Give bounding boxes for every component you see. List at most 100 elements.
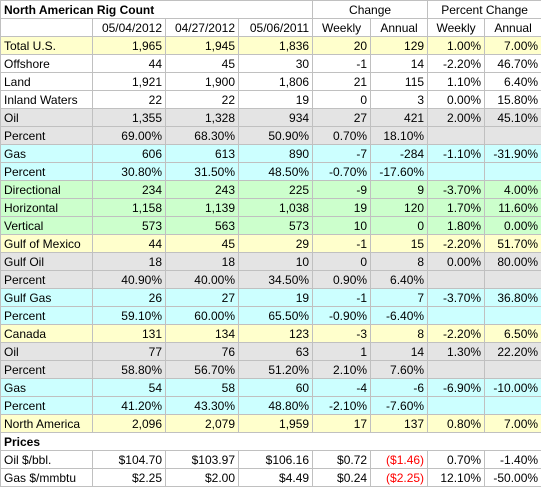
value-cell: -3.70% [427, 180, 486, 199]
value-cell: 77 [92, 342, 166, 361]
row-label: Land [0, 72, 93, 91]
row-label: Canada [0, 324, 93, 343]
value-cell [427, 306, 486, 325]
value-cell: 46.70% [484, 54, 541, 73]
value-cell: 30 [237, 54, 314, 73]
value-cell: 573 [92, 216, 166, 235]
value-cell [484, 306, 541, 325]
value-cell: 234 [92, 180, 166, 199]
value-cell: -2.10% [312, 396, 372, 415]
group-header: Change [312, 0, 429, 19]
value-cell: 1.70% [427, 198, 486, 217]
data-row: Gas $/mmbtu $2.25 $2.00 $4.49 $0.24 ($2.25) 12… [0, 468, 541, 487]
row-label: Percent [0, 162, 93, 181]
value-cell: -9 [312, 180, 372, 199]
value-cell: 1.80% [427, 216, 486, 235]
value-cell: 63 [237, 342, 314, 361]
row-label: Gulf Gas [0, 288, 93, 307]
value-cell: 2.10% [312, 360, 372, 379]
data-row: Gulf Gas 26 27 19 -1 7 -3.70% 36.80% [0, 288, 541, 307]
value-cell: 65.50% [237, 306, 314, 325]
value-cell: 19 [312, 198, 372, 217]
row-label: North America [0, 414, 93, 433]
value-cell: -3 [312, 324, 372, 343]
value-cell: 76 [165, 342, 239, 361]
value-cell: 10 [237, 252, 314, 271]
value-cell: 22 [165, 90, 239, 109]
value-cell: 45 [165, 234, 239, 253]
value-cell: 137 [370, 414, 429, 433]
data-row: Horizontal 1,158 1,139 1,038 19 120 1.70% 11.60… [0, 198, 541, 217]
header-row: North American Rig Count Change Percent Ch… [0, 0, 541, 19]
value-cell: 10 [312, 216, 372, 235]
row-label: Oil [0, 342, 93, 361]
value-cell: -10.00% [484, 378, 541, 397]
value-cell: 80.00% [484, 252, 541, 271]
value-cell: 243 [165, 180, 239, 199]
value-cell: 27 [312, 108, 372, 127]
value-cell: -1 [312, 288, 372, 307]
row-label: Percent [0, 360, 93, 379]
value-cell: 30.80% [92, 162, 166, 181]
value-cell [484, 126, 541, 145]
value-cell: 48.80% [237, 396, 314, 415]
value-cell: 2,096 [92, 414, 166, 433]
data-row: Canada 131 134 123 -3 8 -2.20% 6.50% [0, 324, 541, 343]
row-label: Horizontal [0, 198, 93, 217]
value-cell: -1.40% [484, 450, 541, 469]
value-cell: -1 [312, 54, 372, 73]
value-cell: -2.20% [427, 234, 486, 253]
column-header-row: 05/04/2012 04/27/2012 05/06/2011 Weekly Annu… [0, 18, 541, 37]
value-cell: -17.60% [370, 162, 429, 181]
data-row: Percent 30.80% 31.50% 48.50% -0.70% -17.60% [0, 162, 541, 181]
table-title: North American Rig Count [0, 0, 314, 19]
value-cell: 934 [237, 108, 314, 127]
value-cell: 69.00% [92, 126, 166, 145]
data-row: Inland Waters 22 22 19 0 3 0.00% 15.80% [0, 90, 541, 109]
value-cell: 129 [370, 36, 429, 55]
value-cell: 1,806 [237, 72, 314, 91]
data-row: Oil 77 76 63 1 14 1.30% 22.20% [0, 342, 541, 361]
value-cell: 29 [237, 234, 314, 253]
value-cell: $2.25 [92, 468, 166, 487]
value-cell: 34.50% [237, 270, 314, 289]
value-cell: 40.00% [165, 270, 239, 289]
value-cell: 1.00% [427, 36, 486, 55]
value-cell: 1,836 [237, 36, 314, 55]
row-label: Gulf Oil [0, 252, 93, 271]
row-label: Oil $/bbl. [0, 450, 93, 469]
column-header: 04/27/2012 [165, 18, 239, 37]
value-cell: 60.00% [165, 306, 239, 325]
value-cell [427, 396, 486, 415]
value-cell: -3.70% [427, 288, 486, 307]
value-cell: $103.97 [165, 450, 239, 469]
value-cell: 41.20% [92, 396, 166, 415]
column-header: Weekly [312, 18, 372, 37]
value-cell: -1 [312, 234, 372, 253]
value-cell: 225 [237, 180, 314, 199]
value-cell [484, 270, 541, 289]
row-label: Directional [0, 180, 93, 199]
value-cell: 26 [92, 288, 166, 307]
value-cell: 43.30% [165, 396, 239, 415]
value-cell: 14 [370, 342, 429, 361]
row-label: Oil [0, 108, 93, 127]
value-cell: 51.70% [484, 234, 541, 253]
value-cell: 59.10% [92, 306, 166, 325]
value-cell: 6.50% [484, 324, 541, 343]
value-cell: 1.30% [427, 342, 486, 361]
value-cell: 6.40% [484, 72, 541, 91]
value-cell: -7 [312, 144, 372, 163]
value-cell: -4 [312, 378, 372, 397]
value-cell: 563 [165, 216, 239, 235]
value-cell: 2.00% [427, 108, 486, 127]
value-cell: 1,921 [92, 72, 166, 91]
data-row: Gas 606 613 890 -7 -284 -1.10% -31.90% [0, 144, 541, 163]
data-row: Gulf of Mexico 44 45 29 -1 15 -2.20% 51.70% [0, 234, 541, 253]
value-cell: $2.00 [165, 468, 239, 487]
value-cell: $0.24 [312, 468, 372, 487]
row-label: Percent [0, 396, 93, 415]
data-row: Offshore 44 45 30 -1 14 -2.20% 46.70% [0, 54, 541, 73]
value-cell: 2,079 [165, 414, 239, 433]
